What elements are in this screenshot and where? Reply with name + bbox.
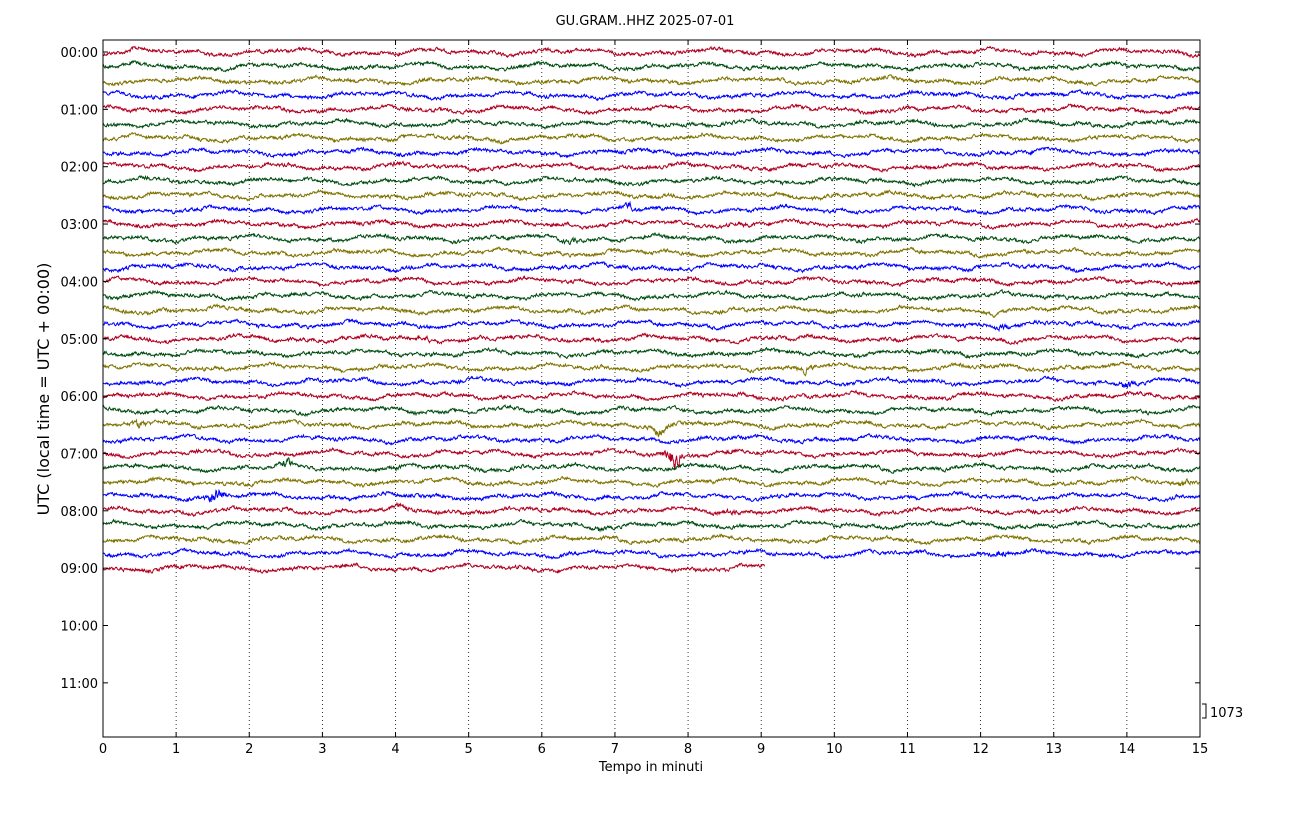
x-tick-label: 12	[972, 742, 989, 757]
trace-34	[102, 533, 1201, 546]
x-tick-label: 9	[757, 742, 765, 757]
trace-22	[102, 361, 1201, 377]
trace-11	[102, 200, 1201, 216]
grid-lines	[175, 40, 1128, 737]
y-tick-label: 08:00	[61, 505, 98, 520]
trace-2	[102, 74, 1201, 87]
y-tick-labels: 00:00 01:00 02:00 03:00 04:00 05:00 06:00 07:00…	[61, 46, 98, 692]
y-tick-label: 04:00	[61, 275, 98, 290]
trace-31	[102, 488, 1201, 504]
trace-6	[102, 131, 1201, 145]
trace-35	[102, 547, 1201, 560]
amplitude-scale-bar: 1073	[1202, 703, 1243, 721]
trace-5	[102, 117, 1201, 130]
y-tick-label: 02:00	[61, 161, 98, 176]
x-axis-label: Tempo in minuti	[598, 760, 703, 775]
y-tick-label: 03:00	[61, 218, 98, 233]
y-tick-label: 11:00	[61, 677, 98, 692]
trace-1	[102, 59, 1201, 73]
trace-4	[102, 103, 1201, 116]
x-tick-label: 4	[391, 742, 399, 757]
trace-19	[102, 318, 1201, 333]
trace-12	[102, 217, 1201, 231]
trace-24	[102, 389, 1201, 402]
trace-21	[102, 346, 1201, 360]
trace-16	[102, 275, 1201, 288]
trace-23	[102, 375, 1201, 389]
trace-20	[102, 332, 1201, 346]
trace-29	[102, 457, 1201, 474]
chart-title: GU.GRAM..HHZ 2025-07-01	[556, 14, 735, 29]
axis-ticks	[102, 40, 1201, 737]
x-tick-label: 1	[172, 742, 180, 757]
plot-frame	[102, 39, 1201, 738]
trace-36	[102, 562, 765, 574]
x-tick-label: 0	[99, 742, 107, 757]
trace-26	[102, 418, 1201, 438]
trace-25	[102, 403, 1201, 417]
trace-33	[102, 518, 1201, 533]
trace-0	[102, 45, 1201, 59]
trace-7	[102, 146, 1201, 159]
trace-15	[102, 260, 1201, 274]
scale-label: 1073	[1210, 706, 1243, 721]
trace-13	[102, 232, 1201, 246]
y-tick-label: 00:00	[61, 46, 98, 61]
x-tick-label: 14	[1119, 742, 1136, 757]
y-tick-label: 01:00	[61, 103, 98, 118]
trace-18	[102, 303, 1201, 319]
x-tick-label: 10	[826, 742, 843, 757]
y-axis-label: UTC (local time = UTC + 00:00)	[34, 263, 53, 516]
x-tick-label: 2	[245, 742, 253, 757]
trace-30	[102, 475, 1201, 489]
x-tick-label: 5	[465, 742, 473, 757]
trace-27	[102, 432, 1201, 446]
x-tick-label: 13	[1045, 742, 1062, 757]
trace-17	[102, 288, 1201, 302]
trace-3	[102, 88, 1201, 102]
x-tick-label: 7	[611, 742, 619, 757]
y-tick-label: 07:00	[61, 447, 98, 462]
x-tick-label: 3	[318, 742, 326, 757]
scale-bracket	[1202, 703, 1207, 719]
trace-8	[102, 160, 1201, 173]
y-tick-label: 09:00	[61, 562, 98, 577]
x-tick-label: 8	[684, 742, 692, 757]
y-tick-label: 05:00	[61, 333, 98, 348]
trace-10	[102, 188, 1201, 203]
trace-14	[102, 246, 1201, 259]
trace-28	[102, 446, 1201, 470]
y-tick-label: 10:00	[61, 620, 98, 635]
x-tick-label: 15	[1192, 742, 1209, 757]
x-tick-label: 6	[538, 742, 546, 757]
x-tick-labels: 0 1 2 3 4 5 6 7 8 9 10 11 12 13 14 15	[99, 742, 1208, 757]
trace-9	[102, 174, 1201, 188]
trace-32	[102, 501, 1201, 518]
y-tick-label: 06:00	[61, 390, 98, 405]
x-tick-label: 11	[899, 742, 916, 757]
seismic-traces	[102, 45, 1201, 574]
